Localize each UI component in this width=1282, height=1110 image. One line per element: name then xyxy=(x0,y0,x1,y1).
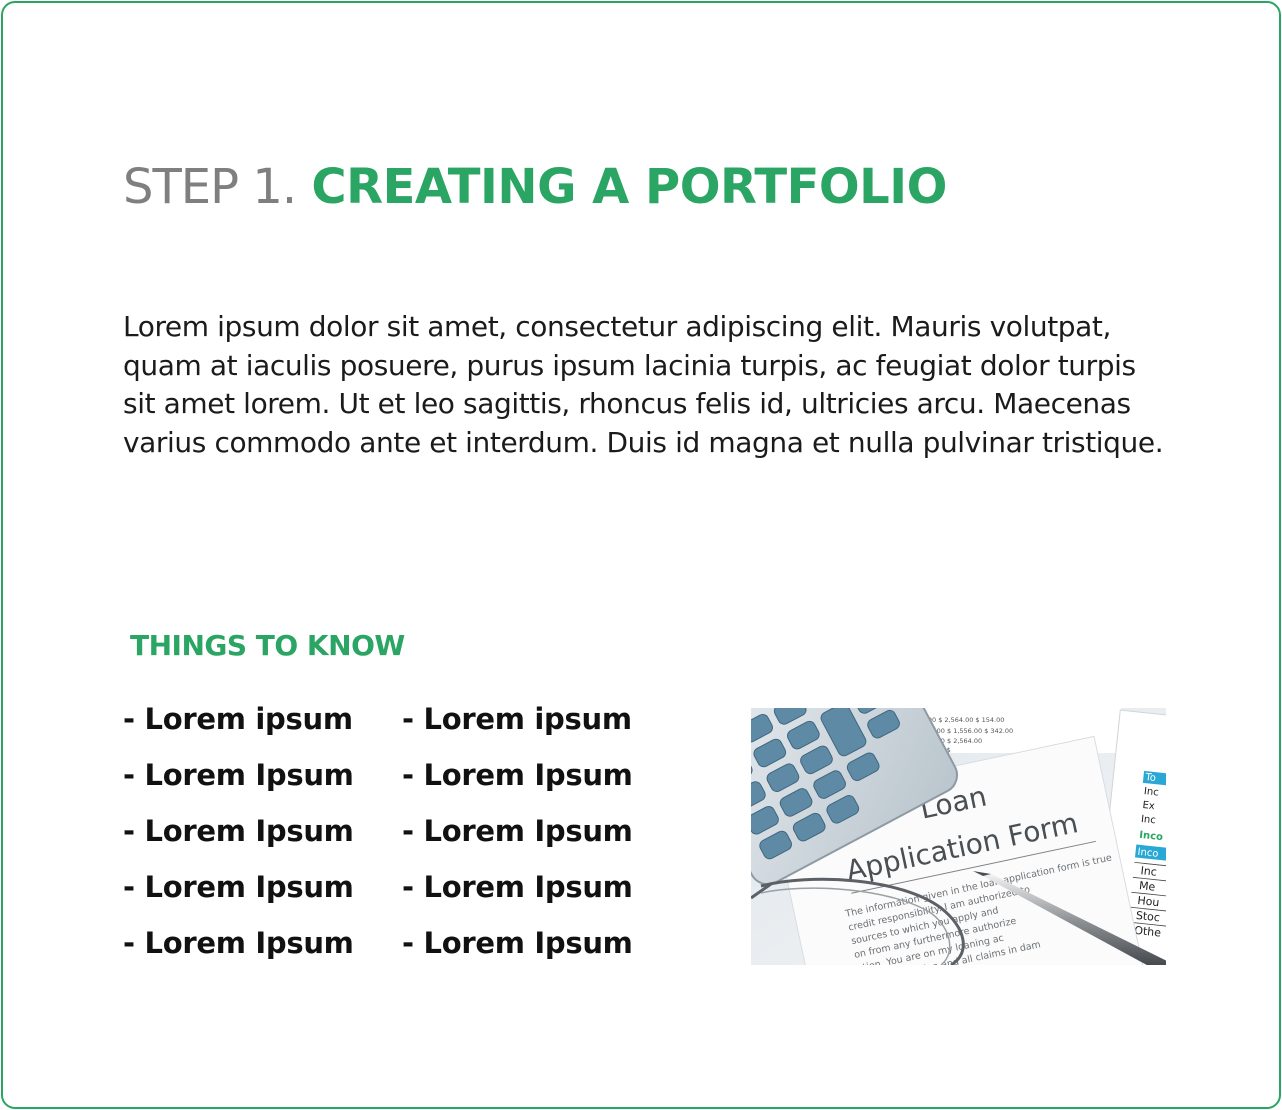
page-title: STEP 1. CREATING A PORTFOLIO xyxy=(123,157,947,217)
loan-application-photo: $ 5,125.00 $ 2,564.00 $ 154.00 2,556.00 … xyxy=(751,708,1166,965)
list-item: - Lorem Ipsum xyxy=(402,926,633,960)
sheet-label: Me xyxy=(1138,879,1156,894)
sheet-label: Ex xyxy=(1142,800,1155,812)
things-to-know-heading: THINGS TO KNOW xyxy=(130,629,405,662)
sheet-label: Inc xyxy=(1143,786,1159,798)
list-item: - Lorem Ipsum xyxy=(402,870,633,904)
things-list-left: - Lorem ipsum - Lorem Ipsum - Lorem Ipsu… xyxy=(123,699,354,979)
list-item: - Lorem ipsum xyxy=(402,702,632,736)
list-item: - Lorem Ipsum xyxy=(123,758,354,792)
sheet-label: Inco xyxy=(1137,847,1159,860)
intro-paragraph: Lorem ipsum dolor sit amet, consectetur … xyxy=(123,310,1164,459)
list-item: - Lorem ipsum xyxy=(123,702,353,736)
sheet-label: Hou xyxy=(1137,894,1160,909)
things-list-right: - Lorem ipsum - Lorem Ipsum - Lorem Ipsu… xyxy=(402,699,633,979)
step-number: STEP 1. xyxy=(123,159,297,215)
sheet-label: To xyxy=(1144,772,1157,784)
statement-row: 1,255.00 $ 2,564.00 xyxy=(916,737,982,745)
step-title: CREATING A PORTFOLIO xyxy=(311,159,947,215)
statement-row: 2,556.00 $ 1,556.00 $ 342.00 xyxy=(916,727,1013,735)
sheet-label: Inco xyxy=(1139,830,1164,843)
statement-row: $ 5,125.00 $ 2,564.00 $ 154.00 xyxy=(901,716,1004,724)
list-item: - Lorem Ipsum xyxy=(402,814,633,848)
sheet-label: Stoc xyxy=(1135,909,1160,924)
list-item: - Lorem Ipsum xyxy=(123,870,354,904)
list-item: - Lorem Ipsum xyxy=(123,814,354,848)
glasses-icon xyxy=(751,877,965,965)
pen-icon xyxy=(973,871,1166,965)
sheet-label: Othe xyxy=(1134,924,1162,940)
list-item: - Lorem Ipsum xyxy=(402,758,633,792)
sheet-label: Inc xyxy=(1140,864,1158,879)
sheet-label: Inc xyxy=(1140,814,1156,826)
calculator-icon xyxy=(751,708,958,886)
list-item: - Lorem Ipsum xyxy=(123,926,354,960)
